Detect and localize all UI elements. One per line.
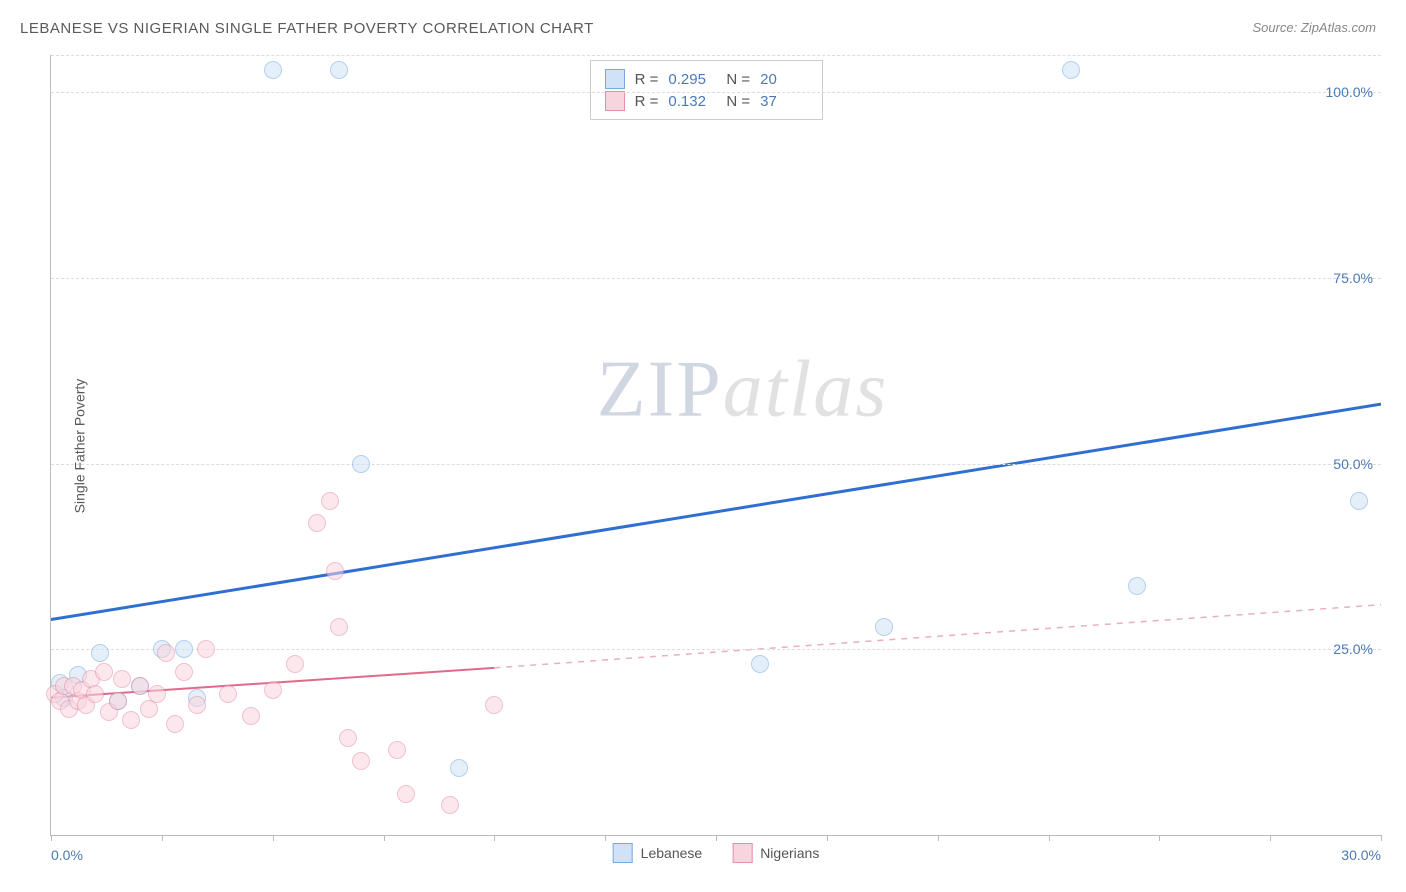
data-point: [219, 685, 237, 703]
data-point: [388, 741, 406, 759]
data-point: [95, 663, 113, 681]
data-point: [339, 729, 357, 747]
x-tick: [716, 835, 717, 841]
x-tick-label: 0.0%: [51, 847, 83, 863]
x-tick: [162, 835, 163, 841]
data-point: [166, 715, 184, 733]
data-point: [91, 644, 109, 662]
gridline: [51, 649, 1381, 650]
data-point: [286, 655, 304, 673]
data-point: [264, 61, 282, 79]
data-point: [148, 685, 166, 703]
x-tick: [605, 835, 606, 841]
data-point: [175, 640, 193, 658]
x-tick: [1381, 835, 1382, 841]
data-point: [242, 707, 260, 725]
data-point: [330, 618, 348, 636]
x-tick: [938, 835, 939, 841]
watermark-atlas: atlas: [723, 346, 889, 434]
data-point: [308, 514, 326, 532]
x-tick: [1270, 835, 1271, 841]
x-tick: [273, 835, 274, 841]
correlation-legend: R = 0.295 N = 20 R = 0.132 N = 37: [590, 60, 824, 120]
legend-label: Nigerians: [760, 845, 819, 861]
legend-r-value: 0.295: [668, 71, 716, 88]
watermark-zip: ZIP: [597, 346, 723, 434]
data-point: [352, 752, 370, 770]
data-point: [197, 640, 215, 658]
x-tick-label: 30.0%: [1341, 847, 1381, 863]
legend-label: Lebanese: [641, 845, 703, 861]
legend-n-label: N =: [726, 93, 750, 110]
data-point: [485, 696, 503, 714]
data-point: [751, 655, 769, 673]
data-point: [326, 562, 344, 580]
x-tick: [494, 835, 495, 841]
scatter-chart: ZIPatlas R =0.295N =20R =0.132N =37 Leba…: [50, 55, 1381, 836]
data-point: [875, 618, 893, 636]
gridline: [51, 278, 1381, 279]
data-point: [441, 796, 459, 814]
x-tick: [827, 835, 828, 841]
data-point: [1128, 577, 1146, 595]
data-point: [330, 61, 348, 79]
gridline: [51, 464, 1381, 465]
data-point: [188, 696, 206, 714]
series-legend: Lebanese Nigerians: [613, 843, 820, 863]
x-tick: [51, 835, 52, 841]
legend-n-value: 37: [760, 93, 808, 110]
legend-r-label: R =: [635, 71, 659, 88]
x-tick: [1049, 835, 1050, 841]
data-point: [122, 711, 140, 729]
y-tick-label: 25.0%: [1333, 641, 1373, 657]
data-point: [86, 685, 104, 703]
trend-line: [51, 404, 1381, 619]
y-tick-label: 75.0%: [1333, 270, 1373, 286]
legend-r-value: 0.132: [668, 93, 716, 110]
legend-r-label: R =: [635, 93, 659, 110]
legend-row: R = 0.295 N = 20: [605, 69, 809, 89]
trend-line-extension: [494, 605, 1381, 668]
legend-n-label: N =: [726, 71, 750, 88]
data-point: [1350, 492, 1368, 510]
x-tick: [384, 835, 385, 841]
data-point: [450, 759, 468, 777]
legend-swatch: [605, 91, 625, 111]
legend-swatch: [732, 843, 752, 863]
data-point: [397, 785, 415, 803]
data-point: [113, 670, 131, 688]
legend-swatch: [613, 843, 633, 863]
legend-n-value: 20: [760, 71, 808, 88]
chart-title: LEBANESE VS NIGERIAN SINGLE FATHER POVER…: [20, 20, 594, 37]
data-point: [264, 681, 282, 699]
data-point: [175, 663, 193, 681]
legend-swatch: [605, 69, 625, 89]
source-label: Source: ZipAtlas.com: [1252, 20, 1376, 35]
data-point: [352, 455, 370, 473]
data-point: [109, 692, 127, 710]
y-tick-label: 50.0%: [1333, 456, 1373, 472]
data-point: [157, 644, 175, 662]
y-tick-label: 100.0%: [1326, 84, 1373, 100]
watermark: ZIPatlas: [597, 345, 889, 436]
legend-row: R = 0.132 N = 37: [605, 91, 809, 111]
data-point: [1062, 61, 1080, 79]
data-point: [321, 492, 339, 510]
x-tick: [1159, 835, 1160, 841]
gridline: [51, 92, 1381, 93]
data-point: [131, 677, 149, 695]
legend-item: Lebanese: [613, 843, 703, 863]
legend-item: Nigerians: [732, 843, 819, 863]
gridline: [51, 55, 1381, 56]
